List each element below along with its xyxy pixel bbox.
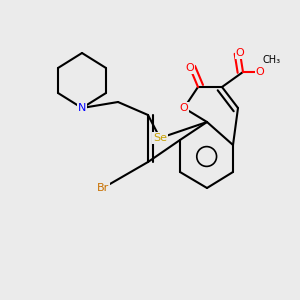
Text: O: O (186, 63, 194, 73)
Text: Br: Br (97, 183, 109, 193)
Text: O: O (256, 67, 264, 77)
Text: O: O (236, 48, 244, 58)
Text: CH₃: CH₃ (263, 55, 281, 65)
Text: O: O (180, 103, 188, 113)
Text: Se: Se (153, 133, 167, 143)
Text: N: N (78, 103, 86, 113)
